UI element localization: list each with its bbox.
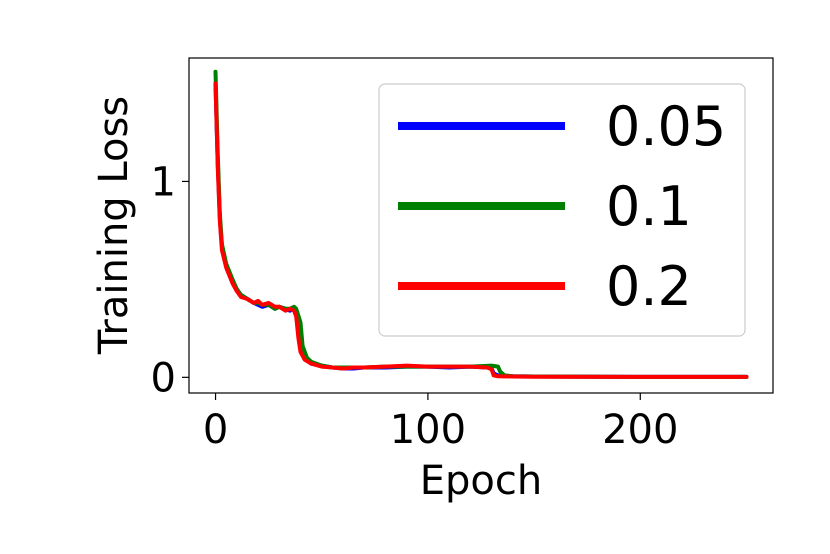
legend-label-2: 0.2: [606, 255, 692, 318]
x-tick-label: 200: [602, 407, 678, 453]
legend-label-0: 0.05: [606, 95, 726, 158]
legend-label-1: 0.1: [606, 175, 692, 238]
series-layer: [213, 69, 749, 379]
legend: 0.05 0.1 0.2: [378, 83, 746, 337]
plot-frame: [188, 57, 774, 394]
y-tick-label: 0: [151, 355, 176, 401]
x-axis: 0 100 200: [203, 393, 678, 453]
y-tick-label: 1: [151, 159, 176, 205]
y-axis-label: Training Loss: [91, 96, 137, 355]
series-line-2: [213, 81, 749, 379]
x-tick-label: 100: [390, 407, 466, 453]
x-tick-label: 0: [203, 407, 228, 453]
x-axis-label: Epoch: [420, 458, 542, 504]
y-axis: 01: [151, 159, 189, 401]
